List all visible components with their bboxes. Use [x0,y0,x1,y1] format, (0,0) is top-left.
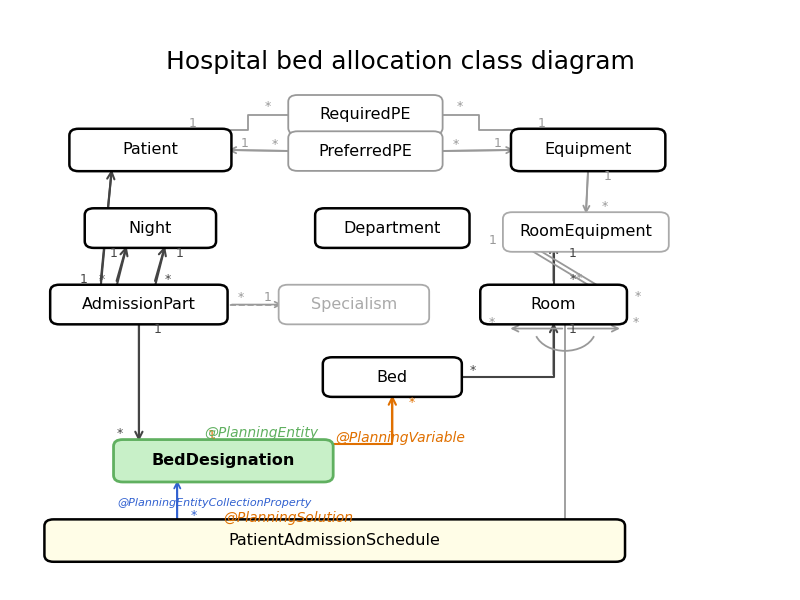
Text: 1: 1 [569,323,577,337]
Text: *: * [470,364,476,377]
Text: *: * [570,272,576,286]
FancyBboxPatch shape [511,129,666,171]
Text: *: * [165,272,171,286]
Text: AdmissionPart: AdmissionPart [82,297,196,312]
Text: PreferredPE: PreferredPE [318,143,412,158]
Text: 1: 1 [189,117,197,130]
Text: Specialism: Specialism [310,297,397,312]
Text: @PlanningVariable: @PlanningVariable [334,431,465,445]
Text: *: * [602,200,608,213]
Text: Department: Department [344,221,441,236]
Text: *: * [408,396,414,409]
Text: @PlanningSolution: @PlanningSolution [223,511,354,524]
Text: RequiredPE: RequiredPE [320,107,411,122]
Text: BedDesignation: BedDesignation [152,453,295,468]
Text: *: * [576,272,582,285]
FancyBboxPatch shape [278,285,429,325]
Text: Equipment: Equipment [545,142,632,157]
Text: *: * [117,427,123,440]
FancyBboxPatch shape [503,212,669,252]
Text: *: * [489,316,495,329]
FancyBboxPatch shape [114,440,333,482]
Text: 1: 1 [538,117,546,130]
Text: *: * [633,316,639,329]
Text: PatientAdmissionSchedule: PatientAdmissionSchedule [229,533,441,548]
Text: 1: 1 [488,234,496,247]
Text: Patient: Patient [122,142,178,157]
Text: @PlanningEntityCollectionProperty: @PlanningEntityCollectionProperty [118,497,312,508]
Text: 1: 1 [494,137,502,150]
Text: *: * [453,138,459,151]
Text: Night: Night [129,221,172,236]
Text: 1: 1 [154,323,162,337]
FancyBboxPatch shape [85,208,216,248]
FancyBboxPatch shape [288,95,442,134]
Text: 1: 1 [208,428,216,442]
Text: *: * [191,509,198,522]
Text: *: * [272,138,278,151]
Text: 1: 1 [241,137,249,150]
Text: @PlanningEntity: @PlanningEntity [204,426,318,440]
FancyBboxPatch shape [315,208,470,248]
Text: *: * [456,100,462,113]
Text: *: * [238,292,244,304]
Text: *: * [634,290,641,302]
Text: 1: 1 [569,247,577,260]
Text: Bed: Bed [377,370,408,385]
Text: 1: 1 [603,170,611,183]
FancyBboxPatch shape [288,131,442,171]
Text: RoomEquipment: RoomEquipment [519,224,652,239]
FancyBboxPatch shape [70,129,231,171]
FancyBboxPatch shape [480,285,627,325]
Text: *: * [99,272,105,286]
FancyBboxPatch shape [323,357,462,397]
Text: *: * [264,100,270,113]
Text: Room: Room [531,297,576,312]
Text: 1: 1 [80,272,87,286]
FancyBboxPatch shape [50,285,227,325]
FancyBboxPatch shape [45,520,625,562]
Text: 1: 1 [264,292,272,304]
Text: 1: 1 [176,247,183,260]
Text: 1: 1 [110,247,118,260]
Text: Hospital bed allocation class diagram: Hospital bed allocation class diagram [166,50,634,74]
